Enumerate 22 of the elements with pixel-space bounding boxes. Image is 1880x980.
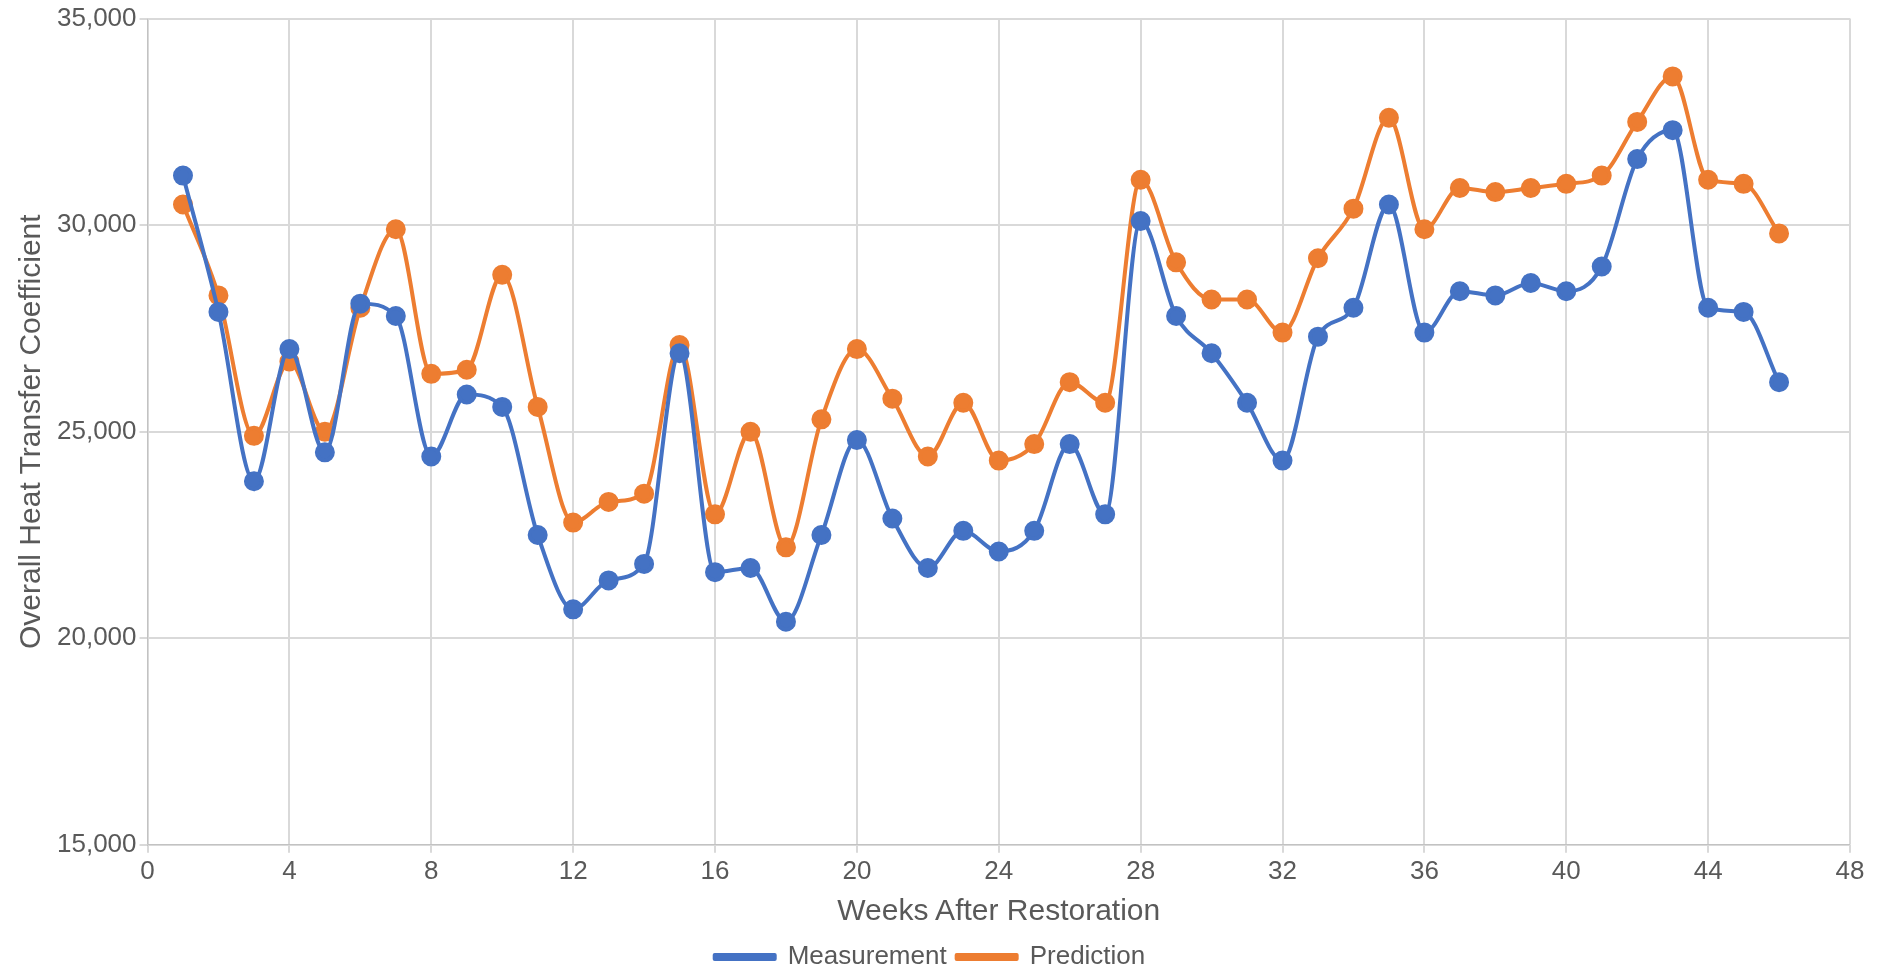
x-tick-label: 16 <box>700 854 730 885</box>
x-tick-label: 20 <box>842 854 872 885</box>
y-tick-label: 20,000 <box>56 621 137 652</box>
x-tick-label: 32 <box>1268 854 1297 885</box>
legend-label: Measurement <box>787 940 948 971</box>
y-tick-label: 15,000 <box>56 827 137 858</box>
y-tick-label: 35,000 <box>56 1 137 32</box>
x-tick-label: 36 <box>1409 854 1439 885</box>
x-tick-label: 0 <box>140 854 155 885</box>
y-tick-label: 25,000 <box>56 414 137 445</box>
x-tick-label: 40 <box>1551 854 1581 885</box>
y-axis-title: Overall Heat Transfer Coefficient <box>13 213 47 650</box>
legend-label: Prediction <box>1029 940 1146 971</box>
x-tick-label: 12 <box>558 854 588 885</box>
x-tick-label: 28 <box>1126 854 1156 885</box>
x-tick-label: 48 <box>1835 854 1865 885</box>
x-tick-label: 44 <box>1693 854 1723 885</box>
x-tick-label: 8 <box>424 854 439 885</box>
x-tick-label: 4 <box>282 854 297 885</box>
x-axis-title: Weeks After Restoration <box>837 893 1161 927</box>
y-tick-label: 30,000 <box>56 208 137 239</box>
x-tick-label: 24 <box>984 854 1014 885</box>
